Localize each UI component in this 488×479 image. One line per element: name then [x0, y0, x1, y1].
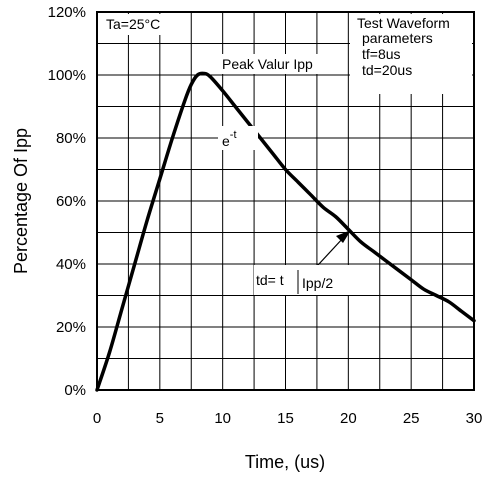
- peak-label-box: [218, 54, 336, 74]
- y-tick-label: 120%: [48, 4, 86, 21]
- exp-label-box: [218, 126, 258, 150]
- x-tick-label: 20: [340, 410, 357, 427]
- td-subscript: Ipp/2: [302, 275, 333, 291]
- x-tick-label: 30: [466, 410, 483, 427]
- exp-power: -t: [230, 129, 237, 141]
- td-label-box: [254, 265, 350, 295]
- td-label: td= t: [256, 272, 284, 288]
- params-td: td=20us: [362, 62, 412, 78]
- x-tick-label: 0: [93, 410, 101, 427]
- exp-label: e-t: [222, 129, 237, 149]
- exp-base: e: [222, 133, 230, 149]
- x-axis-title: Time, (us): [245, 452, 325, 472]
- x-tick-labels: 0 5 10 15 20 25 30: [93, 410, 483, 427]
- y-tick-label: 20%: [56, 319, 86, 336]
- params-box: [350, 14, 472, 94]
- y-axis-title: Percentage Of Ipp: [11, 128, 31, 274]
- params-title: Test Waveform: [357, 15, 450, 31]
- x-tick-label: 10: [214, 410, 231, 427]
- x-tick-label: 15: [277, 410, 294, 427]
- x-tick-label: 5: [156, 410, 164, 427]
- y-tick-label: 0%: [64, 382, 86, 399]
- condition-label: Ta=25°C: [106, 16, 160, 32]
- plot-border: [96, 11, 475, 391]
- x-tick-label: 25: [403, 410, 420, 427]
- y-tick-label: 100%: [48, 67, 86, 84]
- y-tick-labels: 0% 20% 40% 60% 80% 100% 120%: [48, 4, 86, 399]
- waveform-curve: [95, 71, 476, 392]
- y-tick-label: 40%: [56, 256, 86, 273]
- y-tick-label: 80%: [56, 130, 86, 147]
- td-arrow-head: [336, 230, 351, 243]
- y-tick-label: 60%: [56, 193, 86, 210]
- condition-box: [99, 14, 183, 35]
- params-subtitle: parameters: [362, 30, 433, 46]
- peak-label: Peak Valur Ipp: [222, 56, 313, 72]
- params-tf: tf=8us: [362, 46, 401, 62]
